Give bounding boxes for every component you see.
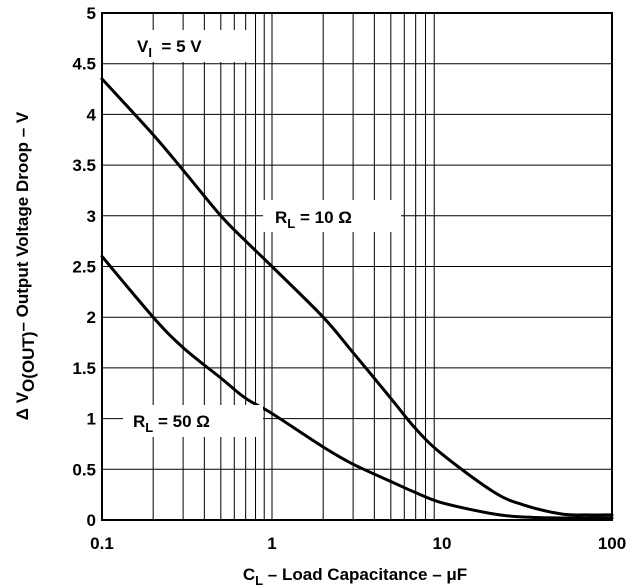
- x-tick-label: 1: [267, 534, 276, 553]
- svg-text:RL = 50 Ω: RL = 50 Ω: [133, 412, 210, 435]
- svg-text:RL = 10 Ω: RL = 10 Ω: [275, 208, 352, 231]
- annotation-rl-50-bg: [123, 405, 263, 437]
- annotation-rl-10: RL = 10 Ω: [263, 200, 401, 232]
- annotation-vi: VI = 5 V: [126, 30, 254, 62]
- x-tick-label: 100: [598, 534, 626, 553]
- series-line-rl-50: [100, 254, 614, 520]
- y-axis-label-pre: Δ V: [13, 391, 32, 420]
- annotation-rl-50-main: R: [133, 412, 145, 431]
- x-axis-label-main: C: [243, 565, 255, 584]
- y-tick-label: 4.5: [72, 55, 96, 74]
- y-axis-label-rest: – Output Voltage Droop – V: [13, 111, 32, 331]
- plot-frame: [101, 12, 613, 521]
- grid: [102, 13, 612, 520]
- x-tick-label: 10: [433, 534, 452, 553]
- x-axis-label-rest: – Load Capacitance – μF: [263, 565, 467, 584]
- annotation-rl-50-rest: = 50 Ω: [153, 412, 210, 431]
- y-tick-label: 2.5: [72, 258, 96, 277]
- annotation-vi-bg: [126, 30, 254, 62]
- annotation-rl-10-rest: = 10 Ω: [295, 208, 352, 227]
- annotation-rl-10-sub: L: [287, 216, 295, 231]
- annotation-rl-50-sub: L: [145, 420, 153, 435]
- annotation-rl-10-bg: [263, 200, 401, 232]
- y-axis-label-sub: O(OUT): [19, 332, 38, 392]
- y-tick-label: 1: [87, 410, 96, 429]
- y-tick-label: 5: [87, 4, 96, 23]
- y-tick-label: 0.5: [72, 460, 96, 479]
- y-axis-label: Δ VO(OUT)– Output Voltage Droop – V: [13, 111, 38, 420]
- y-tick-label: 2: [87, 308, 96, 327]
- curves: [100, 77, 614, 520]
- series-line-rl-10: [100, 77, 614, 517]
- y-tick-label: 3.5: [72, 156, 96, 175]
- annotation-rl-50: RL = 50 Ω: [123, 405, 263, 437]
- x-axis-label-sub: L: [255, 573, 263, 588]
- y-tick-label: 1.5: [72, 359, 96, 378]
- annotation-vi-sub: I: [148, 45, 152, 60]
- x-tick-label: 0.1: [90, 534, 114, 553]
- y-tick-label: 3: [87, 207, 96, 226]
- annotation-vi-rest: = 5 V: [152, 37, 202, 56]
- x-axis-label: CL – Load Capacitance – μF: [243, 565, 467, 588]
- y-tick-label: 0: [87, 511, 96, 530]
- svg-text:VI = 5 V: VI = 5 V: [137, 37, 202, 60]
- y-tick-label: 4: [87, 105, 97, 124]
- tick-labels: 0.1 1 10 100 0 0.5 1 1.5 2 2.5 3 3.5 4 4.5 5: [72, 4, 626, 553]
- annotation-rl-10-main: R: [275, 208, 287, 227]
- annotation-vi-main: V: [137, 37, 149, 56]
